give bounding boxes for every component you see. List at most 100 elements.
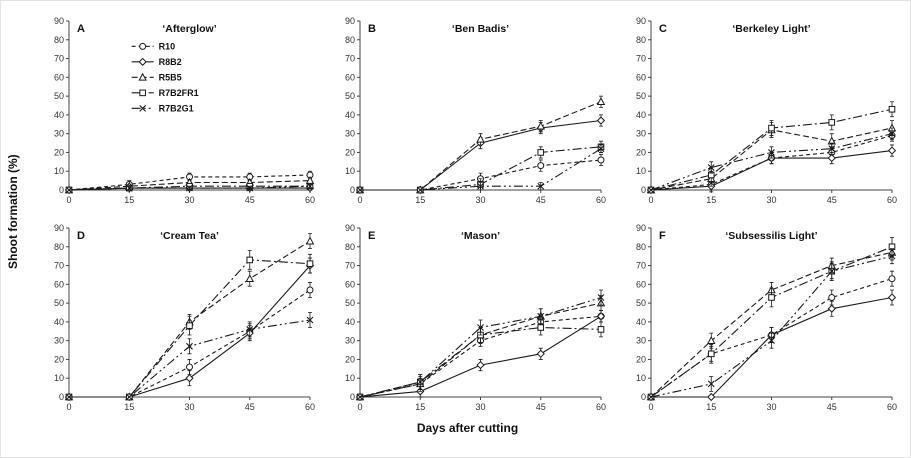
panel-F: 0 10 20 30 40 50 60 70 80 90 0 15 30 45 60 F ‘Subsessili… (615, 214, 902, 419)
svg-text:60: 60 (636, 72, 646, 82)
svg-text:60: 60 (305, 195, 315, 205)
svg-text:0: 0 (641, 185, 646, 195)
svg-text:80: 80 (636, 35, 646, 45)
svg-text:80: 80 (54, 242, 64, 252)
svg-text:70: 70 (345, 54, 355, 64)
chart-D: 0 10 20 30 40 50 60 70 80 90 0 15 30 45 60 D ‘Cream Tea’ (54, 223, 315, 412)
svg-text:60: 60 (887, 195, 897, 205)
svg-text:20: 20 (345, 354, 355, 364)
legend-label: R7B2FR1 (159, 88, 199, 98)
chart-B: 0 10 20 30 40 50 60 70 80 90 0 15 30 45 60 B ‘Ben Badis’ (345, 16, 606, 205)
svg-text:80: 80 (54, 35, 64, 45)
svg-text:90: 90 (636, 223, 646, 233)
panel-title: ‘Ben Badis’ (452, 23, 509, 35)
svg-text:0: 0 (648, 402, 653, 412)
panel-letter: A (77, 23, 85, 35)
panel-D: 0 10 20 30 40 50 60 70 80 90 0 15 30 45 60 D ‘Cream Tea’ (33, 214, 320, 419)
svg-text:30: 30 (766, 402, 776, 412)
svg-text:50: 50 (636, 298, 646, 308)
svg-text:60: 60 (596, 402, 606, 412)
svg-text:10: 10 (345, 373, 355, 383)
svg-text:0: 0 (66, 402, 71, 412)
svg-text:30: 30 (475, 402, 485, 412)
charts-grid: 0 10 20 30 40 50 60 70 80 90 0 15 30 45 60 A ‘Afterglow’… (33, 7, 902, 419)
svg-text:60: 60 (54, 279, 64, 289)
svg-text:30: 30 (54, 129, 64, 139)
svg-text:30: 30 (636, 129, 646, 139)
svg-text:0: 0 (648, 195, 653, 205)
svg-text:45: 45 (536, 195, 546, 205)
svg-text:60: 60 (305, 402, 315, 412)
panel-B: 0 10 20 30 40 50 60 70 80 90 0 15 30 45 60 B ‘Ben Badis’ (324, 7, 611, 212)
svg-text:50: 50 (345, 91, 355, 101)
legend-label: R7B2G1 (159, 103, 194, 113)
svg-text:80: 80 (345, 35, 355, 45)
svg-text:15: 15 (415, 195, 425, 205)
svg-text:40: 40 (345, 110, 355, 120)
svg-text:90: 90 (636, 16, 646, 26)
panel-title: ‘Cream Tea’ (160, 230, 219, 242)
svg-text:15: 15 (706, 402, 716, 412)
svg-text:90: 90 (345, 223, 355, 233)
svg-text:30: 30 (636, 336, 646, 346)
x-axis-label: Days after cutting (416, 421, 519, 435)
svg-text:15: 15 (124, 402, 134, 412)
svg-text:50: 50 (54, 298, 64, 308)
svg-text:50: 50 (54, 91, 64, 101)
panel-letter: B (368, 23, 376, 35)
svg-text:10: 10 (636, 373, 646, 383)
svg-text:30: 30 (184, 195, 194, 205)
svg-text:90: 90 (345, 16, 355, 26)
svg-text:60: 60 (636, 279, 646, 289)
panel-title: ‘Berkeley Light’ (732, 23, 810, 35)
svg-text:10: 10 (54, 373, 64, 383)
panel-C: 0 10 20 30 40 50 60 70 80 90 0 15 30 45 60 C ‘Berkeley L… (615, 7, 902, 212)
panel-letter: F (659, 230, 666, 242)
legend-label: R10 (159, 41, 176, 51)
svg-text:10: 10 (636, 166, 646, 176)
svg-text:45: 45 (827, 402, 837, 412)
svg-text:70: 70 (345, 261, 355, 271)
svg-text:30: 30 (345, 129, 355, 139)
svg-text:0: 0 (59, 185, 64, 195)
svg-text:10: 10 (345, 166, 355, 176)
svg-text:30: 30 (184, 402, 194, 412)
svg-text:0: 0 (641, 392, 646, 402)
panel-title: ‘Subsessilis Light’ (725, 230, 817, 242)
svg-text:60: 60 (596, 195, 606, 205)
svg-text:30: 30 (475, 195, 485, 205)
svg-text:70: 70 (54, 261, 64, 271)
svg-text:0: 0 (357, 195, 362, 205)
svg-text:15: 15 (415, 402, 425, 412)
svg-text:40: 40 (636, 317, 646, 327)
svg-text:50: 50 (636, 91, 646, 101)
svg-text:40: 40 (54, 110, 64, 120)
svg-text:45: 45 (536, 402, 546, 412)
svg-text:50: 50 (345, 298, 355, 308)
svg-text:80: 80 (345, 242, 355, 252)
svg-text:30: 30 (766, 195, 776, 205)
figure: Shoot formation (%) 0 10 20 30 40 50 60 70 80 90 0… (1, 1, 910, 435)
svg-text:80: 80 (636, 242, 646, 252)
svg-text:90: 90 (54, 16, 64, 26)
svg-text:15: 15 (124, 195, 134, 205)
svg-text:15: 15 (706, 195, 716, 205)
svg-text:10: 10 (54, 166, 64, 176)
svg-text:20: 20 (636, 147, 646, 157)
chart-C: 0 10 20 30 40 50 60 70 80 90 0 15 30 45 60 C ‘Berkeley L… (636, 16, 897, 205)
panel-letter: E (368, 230, 375, 242)
chart-E: 0 10 20 30 40 50 60 70 80 90 0 15 30 45 60 E ‘Mason’ (345, 223, 606, 412)
svg-text:40: 40 (345, 317, 355, 327)
svg-text:60: 60 (345, 279, 355, 289)
panel-letter: D (77, 230, 85, 242)
svg-text:0: 0 (66, 195, 71, 205)
svg-text:40: 40 (54, 317, 64, 327)
svg-text:70: 70 (636, 54, 646, 64)
panel-A: 0 10 20 30 40 50 60 70 80 90 0 15 30 45 60 A ‘Afterglow’… (33, 7, 320, 212)
panel-letter: C (659, 23, 667, 35)
svg-text:60: 60 (887, 402, 897, 412)
svg-text:60: 60 (54, 72, 64, 82)
y-axis-label: Shoot formation (%) (6, 154, 20, 270)
svg-text:45: 45 (245, 402, 255, 412)
panel-title: ‘Afterglow’ (162, 23, 216, 35)
